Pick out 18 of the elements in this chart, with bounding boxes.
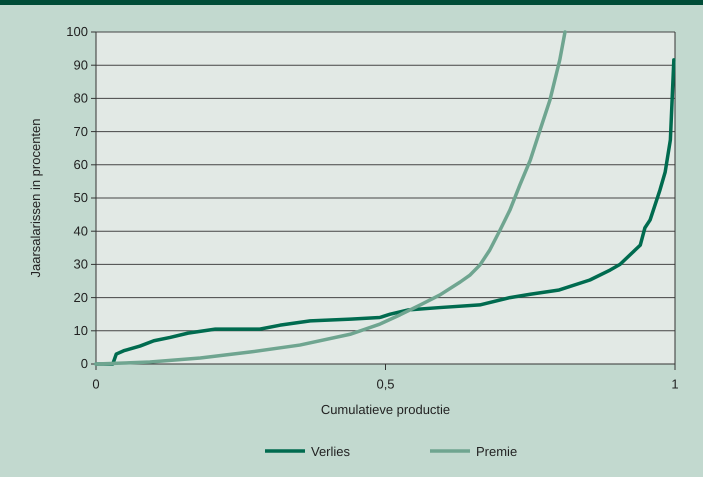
y-tick-label: 40 — [74, 223, 88, 238]
y-tick-label: 0 — [80, 356, 88, 372]
y-tick-label: 60 — [74, 156, 88, 172]
y-tick-label: 80 — [74, 90, 88, 106]
y-tick-label: 10 — [74, 322, 88, 338]
x-axis-title: Cumulatieve productie — [320, 402, 450, 417]
y-tick-label: 30 — [74, 256, 88, 272]
y-tick-label: 70 — [74, 124, 88, 139]
y-tick-label: 100 — [66, 24, 88, 40]
y-tick-label: 50 — [74, 190, 88, 206]
y-tick-label: 20 — [74, 290, 88, 305]
y-axis-title: Jaarsalarissen in procenten — [28, 118, 43, 278]
legend-label: Verlies — [311, 444, 351, 459]
x-tick-label: 0,5 — [376, 376, 395, 392]
y-tick-label: 90 — [74, 57, 88, 72]
x-tick-label: 0 — [92, 376, 100, 392]
x-tick-label: 1 — [671, 376, 679, 392]
legend-label: Premie — [476, 444, 518, 459]
